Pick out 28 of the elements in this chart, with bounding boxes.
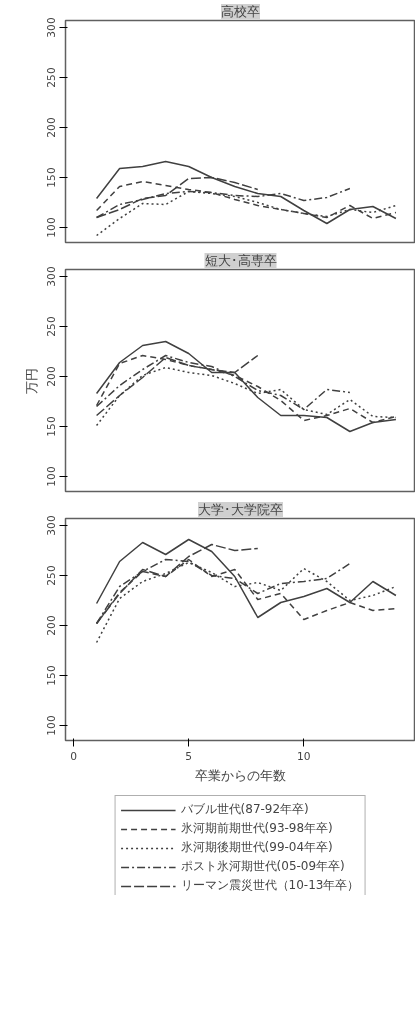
x-tick-label: 10 <box>297 749 311 763</box>
x-axis-title: 卒業からの年数 <box>195 767 286 783</box>
legend-label: 氷河期前期世代(93-98年卒) <box>180 820 333 837</box>
x-tick-label: 5 <box>185 749 193 763</box>
legend-label: バブル世代(87-92年卒) <box>180 801 309 818</box>
y-tick-label: 300 <box>44 266 58 287</box>
chart-title: 高校卒 <box>221 4 260 19</box>
chart-title: 大学･大学院卒 <box>198 502 283 517</box>
y-tick-label: 250 <box>44 565 58 586</box>
y-tick-label: 150 <box>44 416 58 437</box>
legend-label: 氷河期後期世代(99-04年卒) <box>180 839 333 856</box>
y-tick-label: 150 <box>44 167 58 188</box>
y-tick-label: 300 <box>44 17 58 38</box>
y-tick-label: 150 <box>44 665 58 686</box>
y-tick-label: 300 <box>44 515 58 536</box>
x-tick-label: 0 <box>70 749 78 763</box>
y-tick-label: 200 <box>44 366 58 387</box>
y-tick-label: 250 <box>44 67 58 88</box>
legend-label: リーマン震災世代（10-13年卒） <box>180 877 360 894</box>
y-tick-label: 200 <box>44 615 58 636</box>
y-tick-label: 200 <box>44 117 58 138</box>
y-axis-title: 万円 <box>23 367 39 394</box>
y-tick-label: 100 <box>44 466 58 487</box>
legend-label: ポスト氷河期世代(05-09年卒) <box>180 858 345 875</box>
y-tick-label: 100 <box>44 715 58 736</box>
y-tick-label: 100 <box>44 217 58 238</box>
y-tick-label: 250 <box>44 316 58 337</box>
chart-title: 短大･高専卒 <box>204 253 277 268</box>
